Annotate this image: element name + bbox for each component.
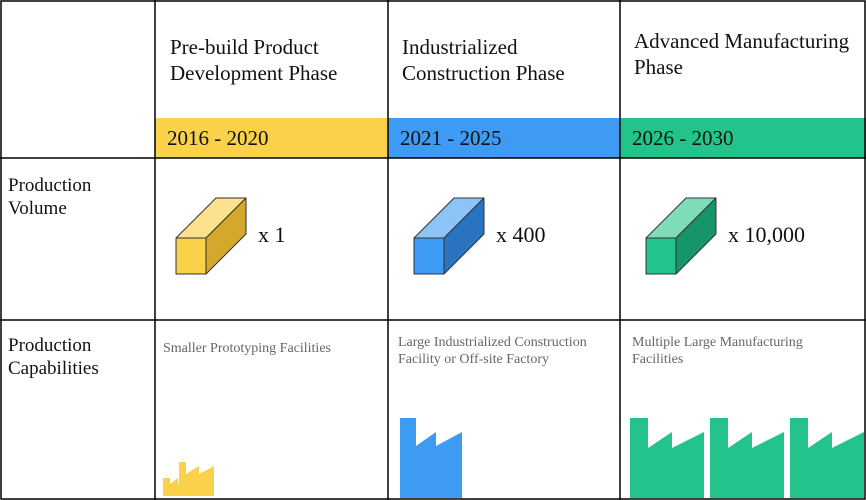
factory-icon	[163, 462, 214, 496]
phase-title: Advanced Manufacturing Phase	[634, 29, 850, 79]
phase-years: 2016 - 2020	[167, 126, 269, 150]
row-label: Production Volume	[8, 175, 92, 219]
factory-icon	[400, 418, 462, 498]
cube-icon	[413, 197, 485, 275]
phase-title: Industrialized Construction Phase	[402, 35, 565, 85]
volume-label: x 400	[496, 222, 546, 247]
capability-text: Smaller Prototyping Facilities	[163, 341, 331, 356]
year-band	[155, 118, 388, 158]
factory-icon	[630, 418, 864, 498]
year-band	[388, 118, 620, 158]
cube-icon	[645, 197, 717, 275]
phase-title: Pre-build Product Development Phase	[170, 35, 338, 85]
cube-icon	[175, 197, 247, 275]
capability-text: Multiple Large Manufacturing Facilities	[632, 335, 803, 367]
volume-label: x 10,000	[728, 222, 805, 247]
row-label: Production Capabilities	[8, 335, 99, 379]
volume-label: x 1	[258, 222, 286, 247]
phase-years: 2026 - 2030	[632, 126, 734, 150]
phase-years: 2021 - 2025	[400, 126, 502, 150]
year-band	[620, 118, 866, 158]
capability-text: Large Industrialized Construction Facili…	[398, 335, 587, 367]
